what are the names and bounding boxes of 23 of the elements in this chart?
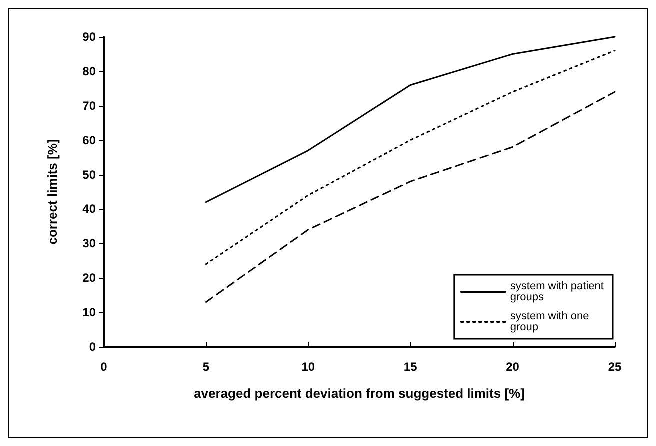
y-tick-label: 10 [82, 306, 96, 320]
y-tick-label: 90 [82, 30, 96, 44]
y-tick-label: 20 [82, 271, 96, 286]
legend-label: system with patient groups [510, 280, 607, 304]
x-axis-title: averaged percent deviation from suggested limits [%] [194, 386, 525, 401]
line-series [205, 36, 616, 204]
y-tick-label: 80 [82, 64, 96, 78]
y-tick-label: 70 [82, 98, 96, 113]
x-tick-label: 10 [302, 360, 316, 374]
y-tick-label: 60 [82, 133, 96, 148]
y-tick-label: 40 [82, 202, 96, 216]
y-tick-label: 50 [82, 168, 96, 182]
x-tick-label: 25 [608, 360, 622, 374]
x-tick-label: 15 [404, 360, 418, 374]
y-tick-label: 0 [89, 340, 96, 354]
x-tick-label: 20 [506, 360, 520, 374]
y-tick-label: 30 [82, 236, 96, 251]
line-series [205, 91, 616, 303]
x-tick-label: 5 [202, 360, 210, 374]
x-tick-label: 0 [100, 360, 108, 374]
y-axis-title: correct limits [%] [45, 139, 60, 245]
line-series [205, 50, 616, 266]
legend-label: system with one group [510, 310, 592, 334]
